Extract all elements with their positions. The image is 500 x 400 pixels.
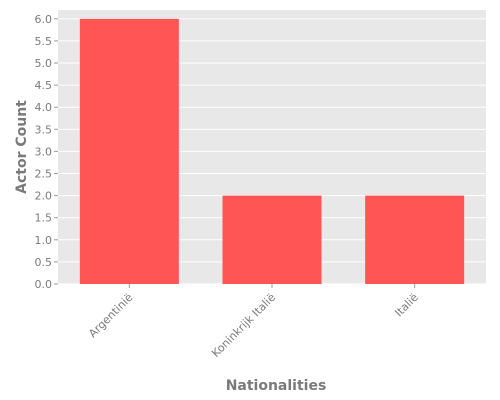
y-axis-title: Actor Count [14, 100, 30, 194]
y-tick-label: 2.0 [35, 190, 53, 203]
y-tick-label: 4.5 [35, 79, 53, 92]
y-tick-label: 1.5 [35, 212, 53, 225]
y-tick-label: 0.5 [35, 256, 53, 269]
y-axis-ticks: 0.0 0.5 1.0 1.5 2.0 2.5 3.0 3.5 4.0 4.5 5.0 5.5 6.0 [35, 13, 58, 291]
x-axis-title: Nationalities [226, 378, 327, 394]
y-tick-label: 1.0 [35, 234, 53, 247]
bar-0 [79, 18, 179, 284]
y-tick-label: 3.0 [35, 145, 53, 158]
x-tick-label: Koninkrijk Italië [209, 291, 278, 360]
x-axis-ticks: Argentinië Koninkrijk Italië Italië [86, 284, 421, 360]
y-tick-label: 5.5 [35, 35, 53, 48]
bars [79, 18, 465, 284]
y-tick-label: 3.5 [35, 123, 53, 136]
y-tick-label: 0.0 [35, 278, 53, 291]
y-tick-label: 5.0 [35, 57, 53, 70]
bar-2 [365, 195, 465, 284]
y-tick-label: 4.0 [35, 101, 53, 114]
x-tick-label: Italië [392, 291, 421, 320]
y-tick-label: 2.5 [35, 168, 53, 181]
bar-1 [222, 195, 322, 284]
y-tick-label: 6.0 [35, 13, 53, 26]
x-tick-label: Argentinië [86, 291, 135, 340]
